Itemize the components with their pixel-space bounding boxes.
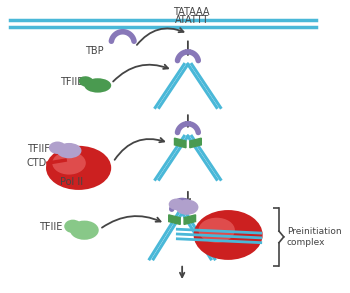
Text: TBP: TBP <box>85 46 104 56</box>
Ellipse shape <box>79 76 94 87</box>
Polygon shape <box>190 138 201 148</box>
Polygon shape <box>169 215 180 224</box>
Ellipse shape <box>175 200 198 215</box>
Text: TATAAA: TATAAA <box>174 7 210 17</box>
Ellipse shape <box>46 146 111 190</box>
Ellipse shape <box>52 151 86 175</box>
Ellipse shape <box>49 142 66 154</box>
Ellipse shape <box>169 199 184 210</box>
Text: Pol II: Pol II <box>60 177 83 187</box>
Polygon shape <box>184 215 196 224</box>
Ellipse shape <box>70 221 99 240</box>
Ellipse shape <box>84 78 111 93</box>
Text: Preinitiation
complex: Preinitiation complex <box>287 227 341 247</box>
Text: TFIIE: TFIIE <box>39 222 62 232</box>
Ellipse shape <box>57 143 82 158</box>
Text: TFIIB: TFIIB <box>60 76 84 87</box>
Text: ATATTT: ATATTT <box>175 15 209 25</box>
Polygon shape <box>174 138 186 148</box>
Ellipse shape <box>198 218 235 243</box>
Ellipse shape <box>194 210 262 260</box>
Text: TFIIF: TFIIF <box>27 144 50 154</box>
Ellipse shape <box>64 220 82 233</box>
Text: CTD: CTD <box>27 158 47 168</box>
